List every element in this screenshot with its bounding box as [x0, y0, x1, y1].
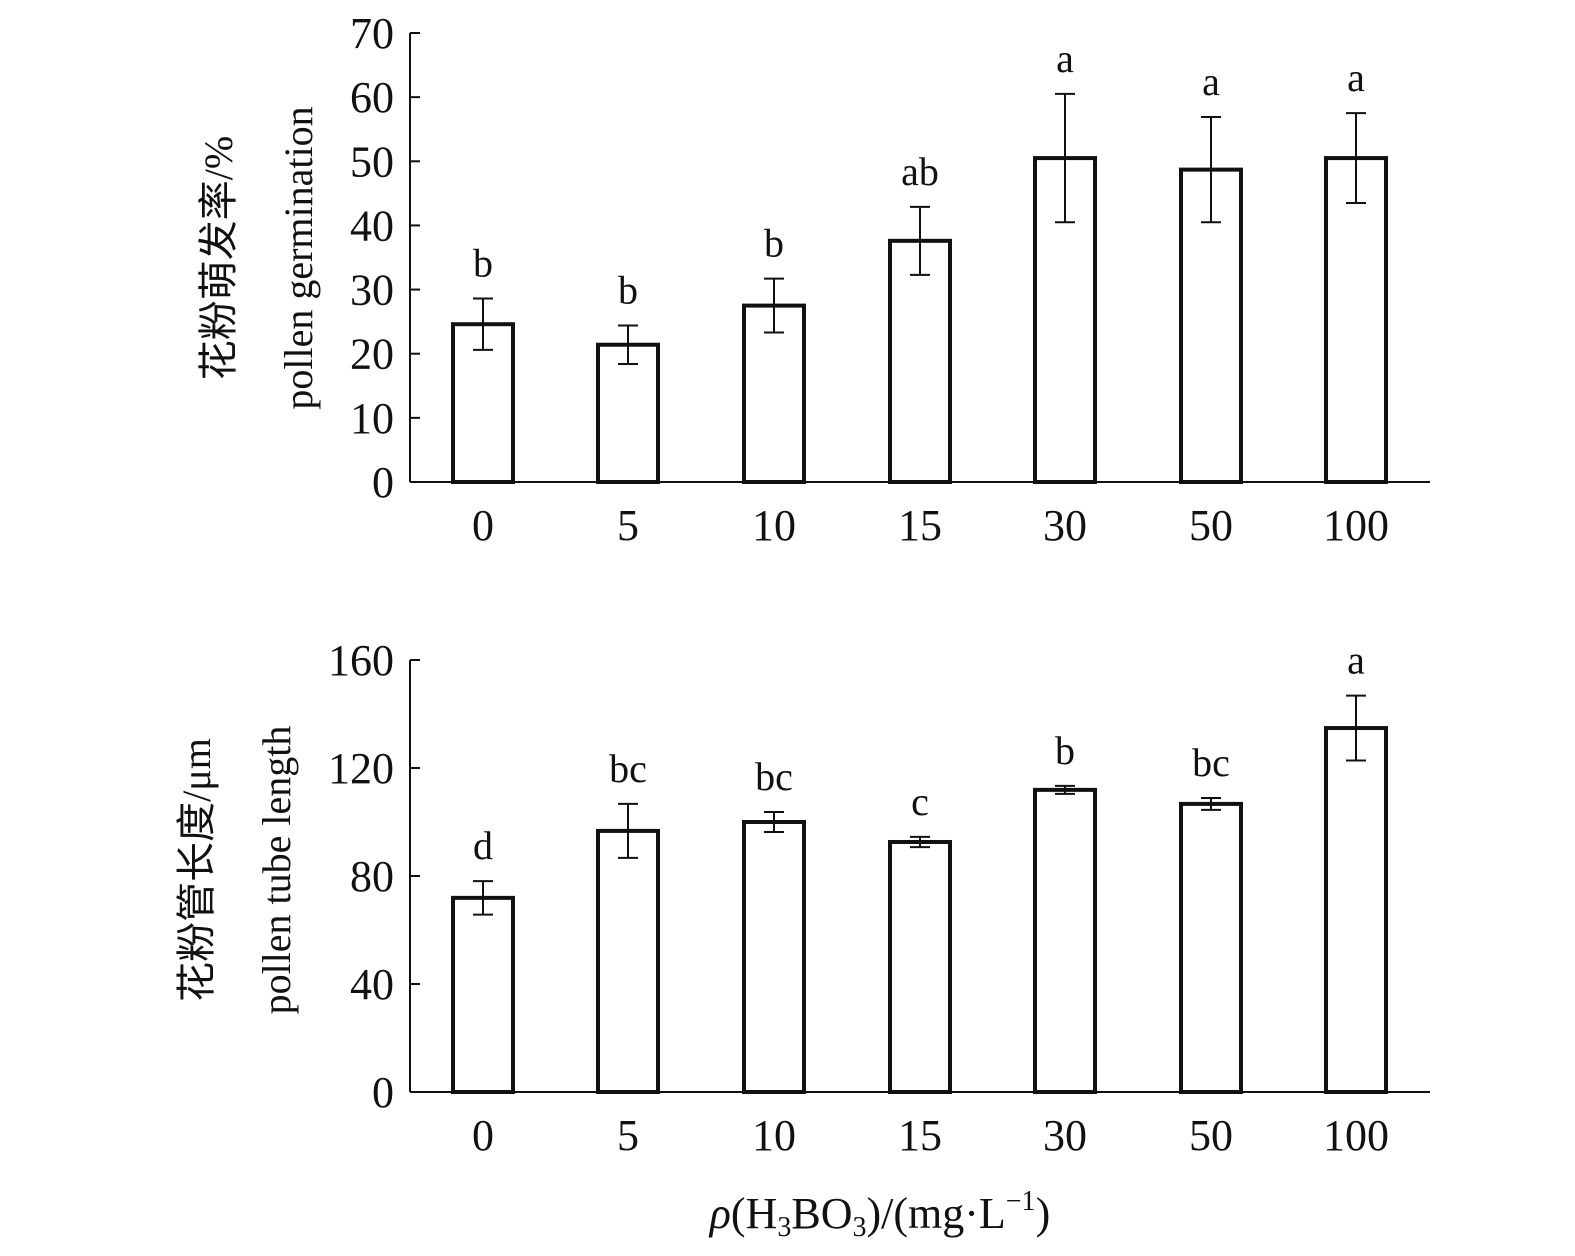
significance-label: b: [1055, 728, 1075, 773]
y-tick-label: 20: [350, 330, 394, 379]
x-axis-label: ρ(H3BO3)/(mg·L−1): [708, 1186, 1050, 1243]
y-tick-label: 60: [350, 73, 394, 122]
significance-label: bc: [755, 754, 793, 799]
significance-label: b: [618, 267, 638, 312]
bar: [596, 342, 660, 484]
significance-label: a: [1056, 36, 1074, 81]
y-axis-label-cn: 花粉管长度/μm: [174, 738, 219, 1002]
x-tick-label: 10: [752, 501, 796, 550]
significance-label: b: [764, 221, 784, 266]
bar: [1324, 156, 1388, 484]
y-tick-label: 70: [350, 9, 394, 58]
x-tick-label: 50: [1189, 1111, 1233, 1160]
significance-label: d: [473, 823, 493, 868]
bar: [596, 828, 660, 1094]
x-tick-label: 100: [1323, 1111, 1389, 1160]
y-tick-label: 160: [328, 636, 394, 685]
x-tick-label: 10: [752, 1111, 796, 1160]
y-axis-label-en: pollen germination: [276, 106, 321, 409]
bar: [888, 238, 952, 484]
x-tick-label: 100: [1323, 501, 1389, 550]
x-tick-label: 5: [617, 1111, 639, 1160]
x-tick-label: 30: [1043, 501, 1087, 550]
germination-panel: 0 10 20 30 40 50 60 70 b 0 b 5 b 10 ab 15 a 30 a 50 a 100 花粉萌发…: [196, 9, 1430, 550]
bar: [1033, 787, 1097, 1094]
y-tick-label: 0: [372, 1068, 394, 1117]
x-tick-label: 15: [898, 1111, 942, 1160]
y-tick-label: 0: [372, 458, 394, 507]
significance-label: c: [911, 779, 929, 824]
significance-label: bc: [609, 746, 647, 791]
bar: [1033, 156, 1097, 484]
y-tick-label: 120: [328, 744, 394, 793]
y-tick-label: 40: [350, 201, 394, 250]
significance-label: a: [1347, 638, 1365, 683]
x-tick-label: 30: [1043, 1111, 1087, 1160]
x-tick-label: 5: [617, 501, 639, 550]
bar: [451, 895, 515, 1094]
significance-label: bc: [1192, 740, 1230, 785]
x-tick-label: 0: [472, 1111, 494, 1160]
y-tick-label: 80: [350, 852, 394, 901]
x-tick-label: 15: [898, 501, 942, 550]
bar: [1179, 801, 1243, 1094]
bar: [742, 820, 806, 1094]
x-tick-label: 0: [472, 501, 494, 550]
tube-length-panel: 0 40 80 120 160 d 0 bc 5 bc 10 c 15 b 30 bc 50 a 100 花粉管长度/…: [174, 636, 1430, 1160]
y-axis-label-cn: 花粉萌发率/%: [196, 136, 241, 380]
significance-label: a: [1202, 59, 1220, 104]
significance-label: b: [473, 241, 493, 286]
x-tick-label: 50: [1189, 501, 1233, 550]
y-tick-label: 10: [350, 394, 394, 443]
y-tick-label: 40: [350, 960, 394, 1009]
y-tick-label: 50: [350, 137, 394, 186]
bar: [888, 839, 952, 1094]
significance-label: ab: [901, 149, 939, 194]
y-axis-label-en: pollen tube length: [254, 726, 299, 1015]
y-tick-label: 30: [350, 266, 394, 315]
bar: [1324, 726, 1388, 1094]
significance-label: a: [1347, 55, 1365, 100]
